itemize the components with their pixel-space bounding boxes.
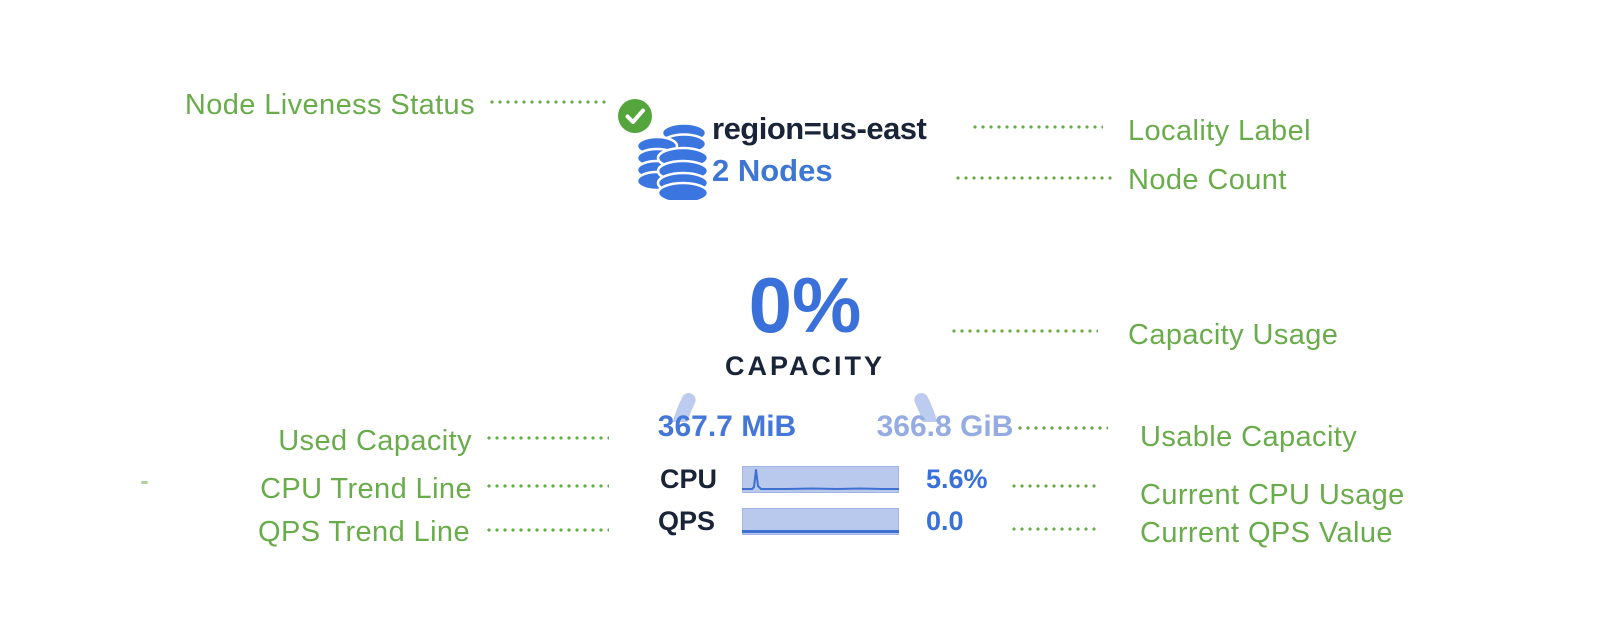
annotation-current-cpu-usage: Current CPU Usage (1140, 479, 1405, 511)
qps-label: QPS (658, 506, 716, 536)
leader-line (490, 100, 606, 104)
usable-capacity-value: 366.8 GiB (876, 410, 1014, 443)
qps-sparkline (742, 508, 899, 535)
annotation-usable-capacity: Usable Capacity (1140, 421, 1358, 453)
used-capacity-value: 367.7 MiB (657, 410, 797, 443)
annotation-node-count: Node Count (1128, 164, 1287, 196)
annotation-node-liveness-status: Node Liveness Status (184, 89, 475, 121)
check-circle-icon (618, 99, 652, 133)
locality-label-value: region=us-east (712, 111, 927, 146)
stray-mark (141, 481, 148, 484)
qps-trend-line (742, 530, 899, 533)
leader-line (1018, 426, 1108, 430)
leader-line (487, 484, 609, 488)
cpu-trend-line (742, 469, 899, 490)
annotation-capacity-usage: Capacity Usage (1128, 319, 1339, 351)
annotation-cpu-trend-line: CPU Trend Line (260, 473, 472, 505)
annotation-used-capacity: Used Capacity (278, 425, 472, 457)
cpu-label: CPU (660, 464, 718, 494)
annotation-current-qps-value: Current QPS Value (1140, 517, 1393, 549)
database-stack-icon (635, 122, 710, 200)
annotation-locality-label: Locality Label (1128, 115, 1311, 147)
capacity-usage-percent: 0% (748, 261, 862, 349)
capacity-caption: CAPACITY (724, 351, 885, 381)
leader-line (1012, 527, 1100, 531)
leader-line (956, 176, 1112, 180)
leader-line (973, 125, 1103, 129)
cpu-usage-value: 5.6% (926, 464, 988, 494)
leader-line (487, 528, 609, 532)
leader-line (952, 329, 1098, 333)
cpu-sparkline (742, 466, 899, 493)
leader-line (487, 436, 609, 440)
leader-line (1012, 484, 1100, 488)
qps-value: 0.0 (926, 506, 964, 536)
annotation-qps-trend-line: QPS Trend Line (258, 516, 470, 548)
node-count-value: 2 Nodes (712, 153, 833, 188)
